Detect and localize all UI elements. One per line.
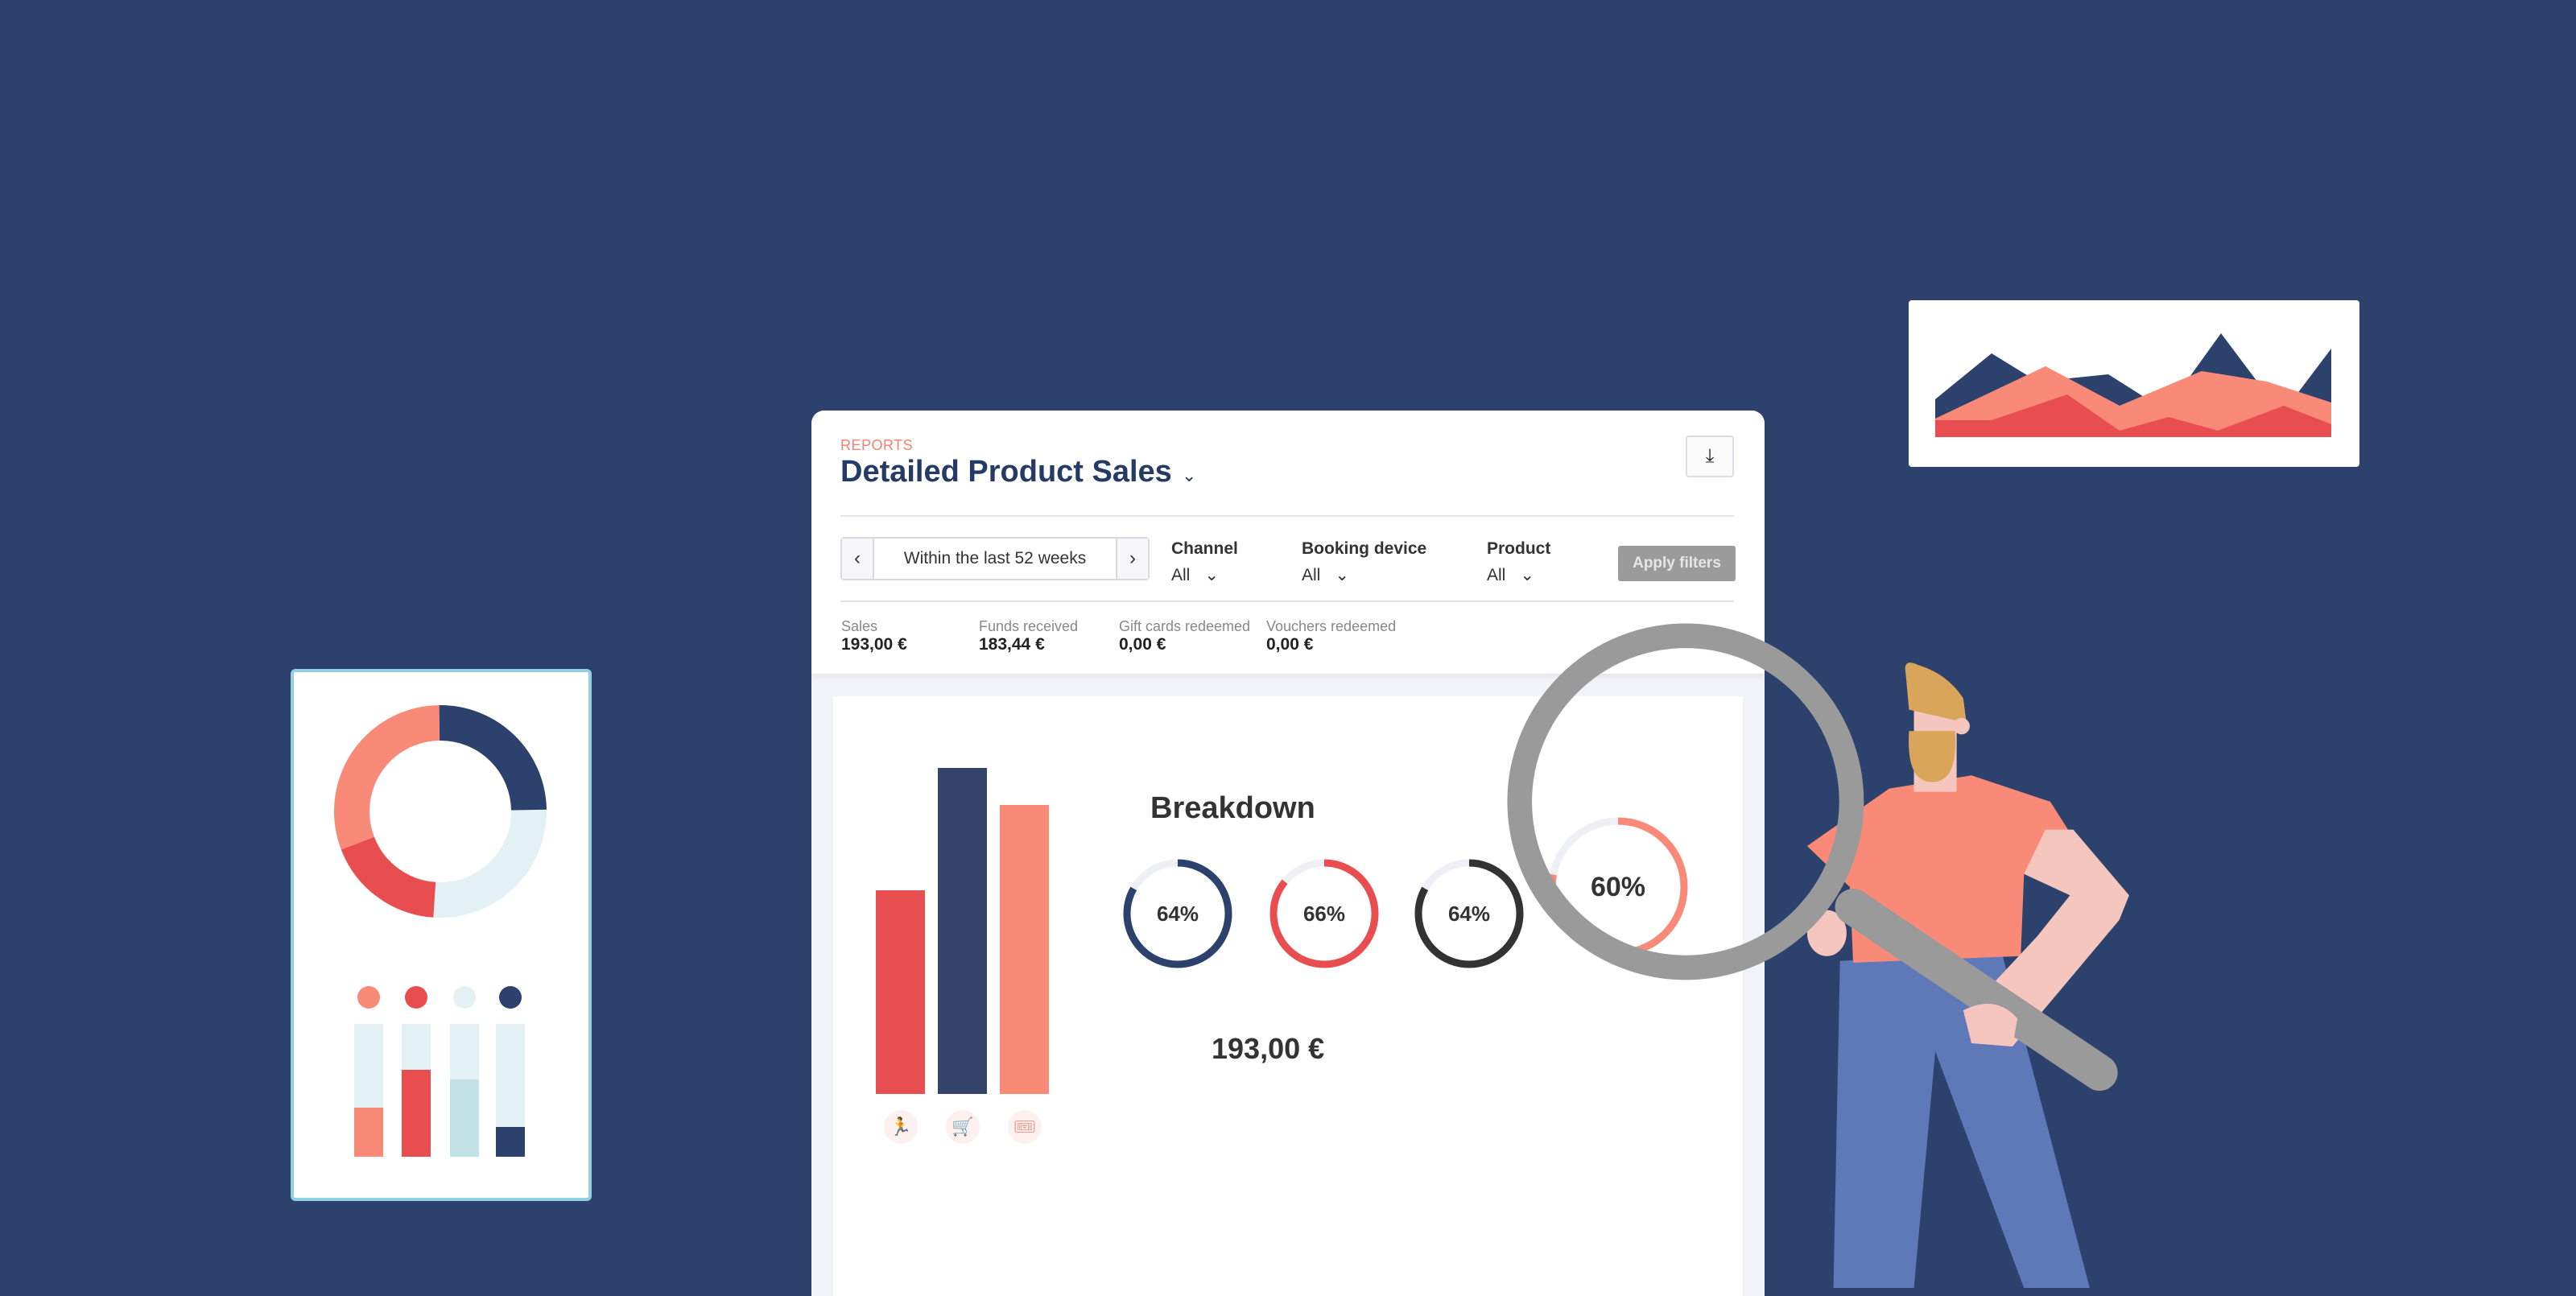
previous-period-button[interactable]: ‹ [842, 539, 873, 579]
stat-value: 0,00 € [1119, 635, 1166, 654]
ring-label: 60% [1590, 871, 1646, 902]
booking-device-filter[interactable]: Booking device All ⌄ [1302, 539, 1426, 585]
next-period-button[interactable]: › [1117, 539, 1148, 579]
stat-label: Gift cards redeemed [1119, 618, 1251, 634]
percentage-ring: 60% [1547, 816, 1689, 958]
channel-value[interactable]: All [1171, 566, 1191, 584]
stat-vouchers: Vouchers redeemed 0,00 € [1266, 618, 1396, 654]
ring-progress [1269, 859, 1379, 968]
chevron-down-icon[interactable]: ⌄ [1204, 566, 1219, 584]
channel-filter[interactable]: Channel All ⌄ [1171, 539, 1238, 585]
stat-value: 0,00 € [1266, 635, 1314, 654]
percentage-ring: 64% [1414, 858, 1525, 969]
breakdown-total: 193,00 € [1212, 1032, 1325, 1065]
decorative-area-chart [1935, 333, 2331, 437]
decorative-donut-chart [334, 705, 547, 1157]
percentage-ring: 64% [1122, 858, 1233, 969]
stat-funds-received: Funds received 183,44 € [979, 618, 1078, 654]
stat-label: Vouchers redeemed [1266, 618, 1397, 634]
ring-progress [1123, 859, 1232, 968]
decorative-area-chart-card [1909, 300, 2359, 467]
channel-label: Channel [1171, 539, 1238, 558]
ring-label: 64% [1156, 901, 1199, 926]
apply-filters-button[interactable]: Apply filters [1618, 546, 1736, 581]
ring-label: 66% [1302, 901, 1346, 926]
stat-value: 193,00 € [841, 635, 907, 654]
download-button[interactable]: ⤓ [1686, 435, 1734, 477]
breakdown-panel: 🏃 🛒 🎟 Breakdown 64% 66% 64% 60% 193,00 € [833, 696, 1743, 1296]
person-jumping-icon: 🏃 [884, 1110, 918, 1144]
breakdown-bar [1000, 805, 1049, 1094]
section-label: REPORTS [840, 437, 914, 453]
stat-label: Funds received [979, 618, 1079, 634]
percentage-ring: 66% [1269, 858, 1380, 969]
report-window: REPORTS Detailed Product Sales ⌄ ⤓ ‹ Wit… [811, 411, 1765, 1296]
product-value[interactable]: All [1487, 566, 1506, 584]
booking-device-label: Booking device [1302, 539, 1427, 558]
download-icon: ⤓ [1705, 445, 1715, 467]
ticket-icon: 🎟 [1008, 1110, 1042, 1144]
product-filter[interactable]: Product All ⌄ [1487, 539, 1550, 585]
decorative-donut-card [291, 669, 592, 1201]
stat-label: Sales [841, 618, 878, 634]
date-range-picker[interactable]: ‹ Within the last 52 weeks › [840, 537, 1150, 580]
report-header: REPORTS Detailed Product Sales ⌄ ⤓ ‹ Wit… [811, 411, 1765, 674]
shopping-cart-icon: 🛒 [946, 1110, 980, 1144]
stat-gift-cards: Gift cards redeemed 0,00 € [1119, 618, 1250, 654]
chevron-down-icon[interactable]: ⌄ [1520, 566, 1534, 584]
chevron-down-icon[interactable]: ⌄ [1335, 566, 1349, 584]
date-range-value[interactable]: Within the last 52 weeks [873, 539, 1117, 579]
breakdown-title: Breakdown [1150, 791, 1315, 825]
breakdown-bar [938, 768, 987, 1094]
divider [840, 515, 1734, 517]
decorative-mini-bars [354, 986, 525, 1157]
stat-value: 183,44 € [979, 635, 1045, 654]
divider [840, 601, 1734, 602]
product-label: Product [1487, 539, 1551, 558]
ring-label: 64% [1447, 901, 1491, 926]
chevron-down-icon[interactable]: ⌄ [1182, 465, 1197, 485]
report-title[interactable]: Detailed Product Sales [840, 455, 1172, 489]
breakdown-bar [876, 890, 925, 1094]
stat-sales: Sales 193,00 € [841, 618, 907, 654]
booking-device-value[interactable]: All [1302, 566, 1321, 584]
